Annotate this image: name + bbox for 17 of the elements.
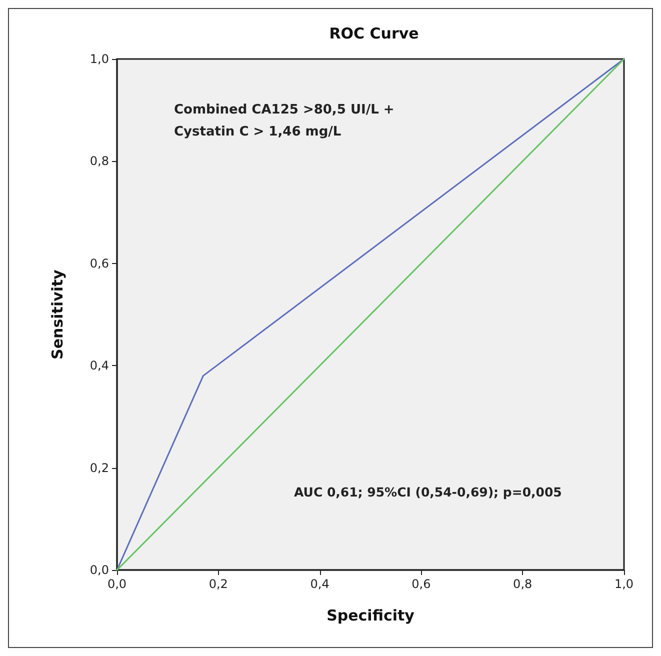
annotation: AUC 0,61; 95%CI (0,54-0,69); p=0,005 <box>294 484 562 500</box>
x-tick-label: 0,4 <box>310 577 330 591</box>
y-tick-label: 0,8 <box>90 154 109 168</box>
annotation: Combined CA125 >80,5 UI/L + Cystatin C > 1,46 mg/L <box>174 102 394 140</box>
y-tick-label: 0,2 <box>90 460 109 475</box>
x-tick-label: 0,0 <box>107 577 127 591</box>
y-tick-label: 1,0 <box>90 52 109 66</box>
y-axis-title: Sensitivity <box>48 269 66 360</box>
y-tick-label: 0,0 <box>90 563 109 577</box>
y-tick-label: 0,6 <box>90 256 109 270</box>
x-tick-label: 1,0 <box>614 577 634 591</box>
y-tick-label: 0,4 <box>90 358 109 373</box>
x-tick-label: 0,2 <box>208 577 228 591</box>
x-tick-label: 0,8 <box>513 577 532 591</box>
x-axis-title: Specificity <box>326 606 415 624</box>
chart-title: ROC Curve <box>329 24 419 42</box>
x-tick-label: 0,6 <box>412 577 431 591</box>
